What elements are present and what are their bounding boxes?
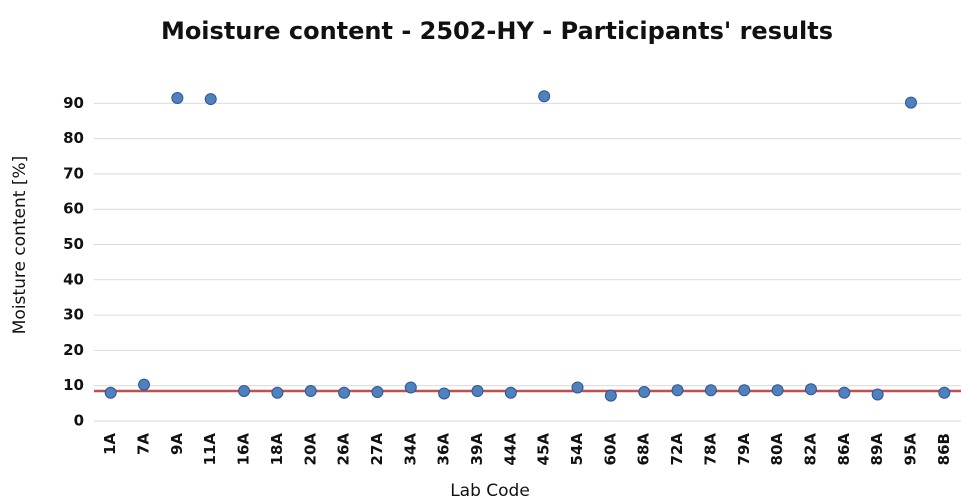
x-tick-label: 80A xyxy=(768,433,786,466)
x-tick-label: 78A xyxy=(701,433,719,466)
point xyxy=(138,378,151,391)
x-tick-label: 18A xyxy=(268,433,286,466)
x-tick-label: 86B xyxy=(935,433,953,465)
x-tick-label: 79A xyxy=(735,433,753,466)
point xyxy=(371,386,384,399)
point xyxy=(838,386,851,399)
point xyxy=(338,386,351,399)
point xyxy=(871,388,884,401)
point xyxy=(771,384,784,397)
x-tick-label: 20A xyxy=(301,433,319,466)
y-tick-label: 10 xyxy=(63,376,84,394)
x-tick-label: 95A xyxy=(901,433,919,466)
x-tick-label: 89A xyxy=(868,433,886,466)
point xyxy=(738,384,751,397)
point xyxy=(704,384,717,397)
point xyxy=(404,381,417,394)
x-tick-label: 60A xyxy=(601,433,619,466)
x-tick-label: 34A xyxy=(401,433,419,466)
x-tick-label: 86A xyxy=(835,433,853,466)
x-tick-label: 7A xyxy=(135,433,153,455)
y-tick-label: 60 xyxy=(63,200,84,218)
x-tick-label: 72A xyxy=(668,433,686,466)
y-tick-label: 70 xyxy=(63,164,84,182)
x-tick-label: 45A xyxy=(535,433,553,466)
y-tick-label: 40 xyxy=(63,270,84,288)
x-tick-label: 26A xyxy=(335,433,353,466)
x-tick-label: 9A xyxy=(168,433,186,455)
y-tick-label: 80 xyxy=(63,129,84,147)
point xyxy=(604,389,617,402)
point xyxy=(638,386,651,399)
point xyxy=(171,92,184,105)
y-tick-label: 30 xyxy=(63,306,84,324)
x-tick-label: 11A xyxy=(201,433,219,466)
x-tick-label: 54A xyxy=(568,433,586,466)
x-tick-label: 36A xyxy=(435,433,453,466)
x-tick-label: 44A xyxy=(501,433,519,466)
x-tick-label: 82A xyxy=(801,433,819,466)
point xyxy=(204,93,217,106)
y-tick-label: 50 xyxy=(63,235,84,253)
point xyxy=(671,384,684,397)
point xyxy=(804,383,817,396)
y-axis-label: Moisture content [%] xyxy=(10,156,30,334)
chart-title: Moisture content - 2502-HY - Participant… xyxy=(161,17,833,45)
point xyxy=(504,386,517,399)
point xyxy=(571,381,584,394)
point xyxy=(904,96,917,109)
point xyxy=(438,387,451,400)
y-tick-label: 20 xyxy=(63,341,84,359)
point xyxy=(271,386,284,399)
x-tick-label: 16A xyxy=(235,433,253,466)
point xyxy=(471,384,484,397)
y-tick-label: 90 xyxy=(63,94,84,112)
x-tick-label: 68A xyxy=(635,433,653,466)
point xyxy=(304,384,317,397)
x-tick-label: 27A xyxy=(368,433,386,466)
point xyxy=(538,90,551,103)
point xyxy=(938,386,951,399)
y-tick-label: 0 xyxy=(74,412,84,430)
x-tick-label: 1A xyxy=(101,433,119,455)
x-axis-label: Lab Code xyxy=(450,481,530,501)
point xyxy=(104,386,117,399)
point xyxy=(238,384,251,397)
x-tick-label: 39A xyxy=(468,433,486,466)
